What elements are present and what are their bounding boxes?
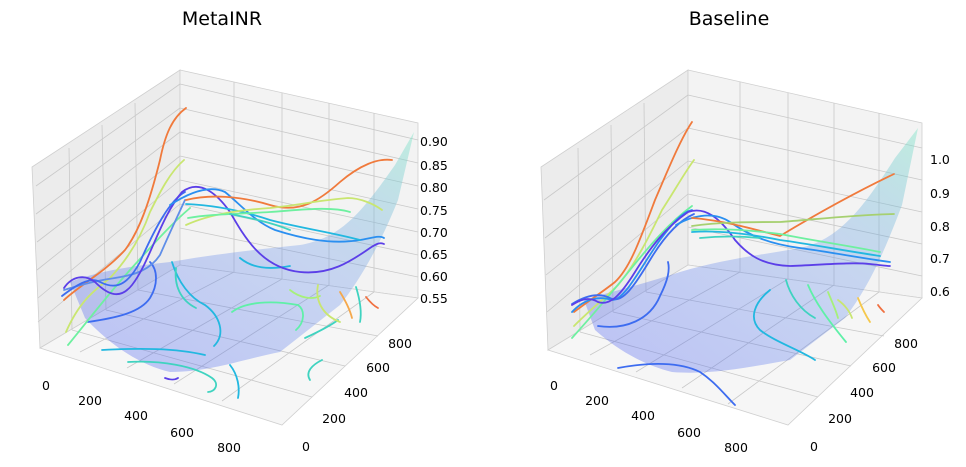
y-tick-label: 600	[872, 360, 896, 375]
x-tick-label: 800	[217, 440, 241, 455]
y-tick-label: 0	[810, 439, 818, 454]
x-tick-label: 400	[124, 408, 148, 423]
subplot-baseline: Baseline	[540, 8, 950, 455]
y-ticks: 0 200 400 600 800	[302, 336, 412, 454]
y-tick-label: 600	[366, 360, 390, 375]
floor-contours	[597, 261, 885, 406]
surface	[70, 132, 414, 372]
z-tick-label: 0.70	[420, 225, 448, 240]
x-ticks: 0 200 400 600 800	[42, 378, 241, 455]
z-tick-label: 1.0	[930, 152, 950, 167]
chart-title: MetaINR	[182, 8, 262, 30]
surface	[584, 128, 918, 373]
z-tick-label: 0.7	[930, 251, 950, 266]
y-tick-label: 400	[850, 385, 874, 400]
z-tick-label: 0.80	[420, 180, 448, 195]
x-tick-label: 400	[631, 408, 655, 423]
y-tick-label: 800	[388, 336, 412, 351]
y-tick-label: 0	[302, 439, 310, 454]
chart-title: Baseline	[689, 8, 770, 30]
y-tick-label: 400	[344, 385, 368, 400]
y-ticks: 0 200 400 600 800	[810, 336, 918, 454]
z-tick-label: 0.90	[420, 134, 448, 149]
x-tick-label: 800	[724, 440, 748, 455]
y-tick-label: 200	[828, 411, 852, 426]
z-tick-label: 0.60	[420, 269, 448, 284]
y-tick-label: 800	[894, 336, 918, 351]
subplot-metainr: MetaINR	[31, 8, 448, 455]
z-ticks: 0.55 0.60 0.65 0.70 0.75 0.80 0.85 0.90	[420, 134, 448, 306]
x-tick-label: 0	[550, 378, 558, 393]
surface-curves	[61, 107, 393, 346]
x-tick-label: 600	[170, 425, 194, 440]
z-tick-label: 0.65	[420, 247, 448, 262]
floor-contours	[87, 257, 379, 399]
x-tick-label: 0	[42, 378, 50, 393]
z-tick-label: 0.85	[420, 158, 448, 173]
z-tick-label: 0.75	[420, 203, 448, 218]
z-tick-label: 0.55	[420, 291, 448, 306]
x-tick-label: 200	[585, 393, 609, 408]
z-tick-label: 0.6	[930, 284, 950, 299]
x-tick-label: 200	[78, 393, 102, 408]
z-tick-label: 0.8	[930, 219, 950, 234]
z-tick-label: 0.9	[930, 186, 950, 201]
z-ticks: 0.6 0.7 0.8 0.9 1.0	[930, 152, 950, 299]
surface-curves	[571, 121, 895, 339]
y-tick-label: 200	[322, 411, 346, 426]
x-ticks: 0 200 400 600 800	[550, 378, 748, 455]
x-tick-label: 600	[677, 425, 701, 440]
